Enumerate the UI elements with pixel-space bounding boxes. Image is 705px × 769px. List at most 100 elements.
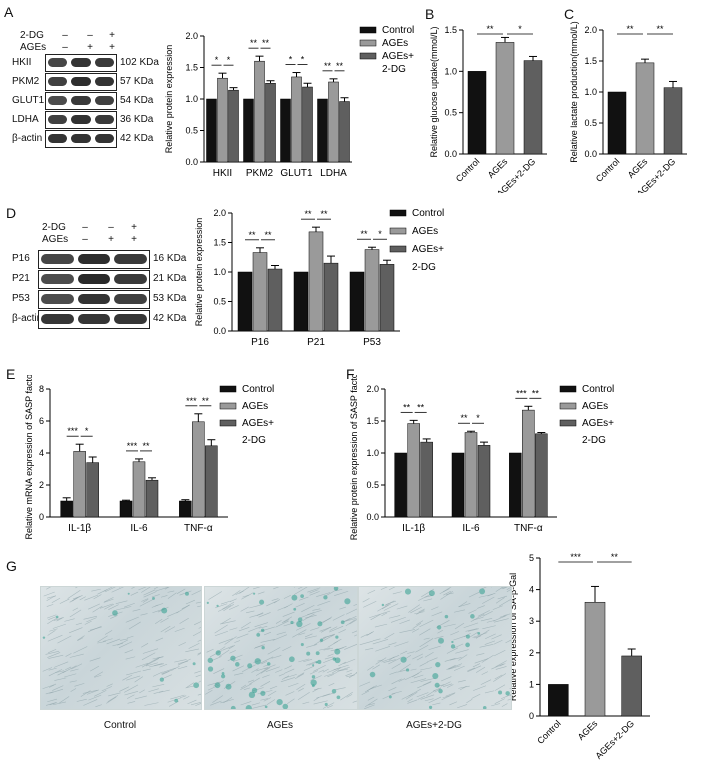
stain-spot bbox=[264, 705, 268, 709]
chart-e-sasp-mrna: 0 2 4 6 8 Relative mRNA expression of SASP fa… bbox=[24, 375, 274, 539]
cell bbox=[214, 603, 228, 609]
cell bbox=[319, 626, 332, 632]
cell bbox=[273, 599, 280, 604]
cell bbox=[88, 603, 101, 610]
stain-spot bbox=[369, 671, 376, 678]
cell bbox=[206, 648, 214, 653]
cell bbox=[141, 587, 151, 593]
cell bbox=[372, 638, 381, 642]
stain-spot bbox=[216, 604, 219, 607]
y-tick-label: 0.0 bbox=[185, 157, 198, 167]
stain-spot bbox=[159, 677, 164, 682]
cell bbox=[83, 615, 98, 620]
cell bbox=[477, 605, 485, 609]
panel-label-g: G bbox=[6, 558, 17, 574]
cell bbox=[416, 692, 429, 698]
cell bbox=[103, 598, 114, 603]
cell bbox=[197, 605, 201, 608]
cell bbox=[275, 669, 283, 673]
cell bbox=[46, 587, 52, 590]
cell bbox=[369, 612, 385, 619]
cell bbox=[272, 634, 288, 641]
stain-spot bbox=[206, 601, 209, 604]
cell bbox=[475, 629, 490, 639]
legend-swatch bbox=[389, 245, 407, 253]
micrograph-texture bbox=[205, 587, 357, 709]
cell bbox=[142, 648, 159, 654]
cell bbox=[446, 684, 454, 688]
cell bbox=[318, 647, 331, 651]
stain-spot bbox=[465, 634, 470, 639]
cell bbox=[264, 664, 276, 670]
cell bbox=[346, 669, 353, 673]
cell bbox=[297, 691, 310, 700]
cell bbox=[367, 631, 373, 636]
blot-strip bbox=[45, 92, 117, 110]
treatment-mark: + bbox=[108, 234, 114, 245]
cell bbox=[119, 686, 130, 692]
cell bbox=[162, 667, 176, 673]
cell bbox=[317, 600, 331, 606]
cell bbox=[455, 649, 469, 654]
cell bbox=[141, 598, 149, 602]
blot-strip bbox=[45, 73, 117, 91]
cell bbox=[389, 671, 398, 675]
cell bbox=[415, 645, 429, 653]
cell bbox=[266, 601, 277, 607]
cell bbox=[499, 663, 506, 667]
cell bbox=[501, 703, 508, 707]
cell bbox=[353, 603, 357, 606]
blot-band bbox=[71, 115, 91, 124]
bar-Control bbox=[548, 684, 569, 717]
cell bbox=[359, 681, 371, 687]
cell bbox=[107, 695, 119, 702]
bar-PKM2-2 bbox=[265, 83, 276, 163]
cell bbox=[416, 620, 424, 626]
stain-spot bbox=[261, 646, 265, 650]
cell bbox=[485, 633, 496, 640]
cell bbox=[236, 633, 249, 639]
blot-strip bbox=[38, 270, 150, 289]
blot-kda-label: 57 KDa bbox=[120, 76, 154, 87]
cell bbox=[494, 698, 505, 704]
cell bbox=[63, 673, 77, 678]
x-tick-label: P53 bbox=[363, 337, 381, 348]
y-tick-label: 1.0 bbox=[584, 87, 597, 97]
cell bbox=[167, 697, 182, 703]
cell bbox=[309, 670, 319, 675]
stain-spot bbox=[315, 661, 318, 664]
significance-label: *** bbox=[516, 388, 527, 398]
cell bbox=[246, 610, 255, 614]
cell bbox=[499, 614, 508, 618]
cell bbox=[124, 691, 139, 696]
blot-band bbox=[114, 274, 147, 284]
cell bbox=[155, 637, 164, 642]
cell bbox=[56, 617, 63, 622]
cell bbox=[484, 640, 496, 645]
blot-band bbox=[71, 134, 91, 143]
cell bbox=[222, 601, 235, 610]
cell bbox=[375, 657, 387, 665]
bar-IL-1β-1 bbox=[407, 423, 420, 518]
cell bbox=[93, 594, 102, 600]
cell bbox=[267, 647, 281, 655]
cell bbox=[123, 602, 135, 608]
y-tick-label: 1.0 bbox=[213, 267, 226, 277]
panel-label-e: E bbox=[6, 366, 16, 382]
cell bbox=[324, 672, 338, 677]
cell bbox=[48, 616, 57, 620]
cell bbox=[240, 684, 247, 689]
cell bbox=[111, 587, 124, 593]
cell bbox=[152, 684, 165, 688]
bar-HKII-0 bbox=[206, 98, 217, 163]
cell bbox=[160, 595, 168, 598]
cell bbox=[417, 681, 432, 689]
cell bbox=[97, 640, 107, 644]
y-tick-label: 0.5 bbox=[185, 126, 198, 136]
stain-spot bbox=[505, 691, 510, 696]
cell bbox=[84, 620, 92, 625]
cell bbox=[503, 613, 511, 616]
cell bbox=[194, 670, 201, 674]
chart-f-sasp-protein: 0.0 0.5 1.0 1.5 2.0 Relative protein expressi… bbox=[349, 375, 614, 540]
significance-label: * bbox=[518, 24, 522, 34]
